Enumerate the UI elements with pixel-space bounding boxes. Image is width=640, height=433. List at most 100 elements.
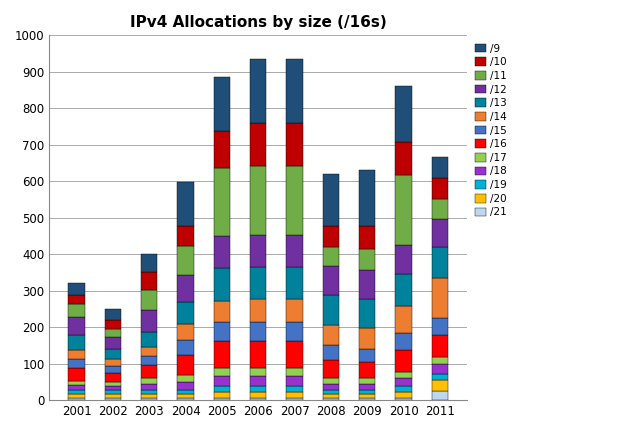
Bar	[68, 368, 85, 381]
Bar	[396, 392, 412, 398]
Bar	[396, 274, 412, 306]
Bar	[214, 341, 230, 368]
Bar	[105, 320, 121, 330]
Bar	[141, 365, 157, 378]
Bar	[323, 295, 339, 325]
Bar	[396, 350, 412, 372]
Bar	[214, 268, 230, 301]
Bar	[177, 398, 194, 400]
Bar	[432, 246, 448, 278]
Bar	[105, 394, 121, 398]
Bar	[68, 350, 85, 359]
Bar	[177, 246, 194, 275]
Bar	[359, 299, 376, 328]
Bar	[396, 386, 412, 392]
Bar	[214, 398, 230, 400]
Bar	[359, 362, 376, 378]
Bar	[432, 178, 448, 199]
Bar	[141, 356, 157, 365]
Bar	[141, 347, 157, 356]
Bar	[396, 175, 412, 245]
Bar	[68, 390, 85, 394]
Bar	[396, 245, 412, 274]
Bar	[141, 310, 157, 332]
Bar	[141, 384, 157, 390]
Bar	[359, 398, 376, 400]
Legend: /9, /10, /11, /12, /13, /14, /15, /16, /17, /18, /19, /20, /21: /9, /10, /11, /12, /13, /14, /15, /16, /…	[472, 41, 510, 220]
Bar	[432, 357, 448, 365]
Bar	[286, 376, 303, 386]
Bar	[214, 392, 230, 398]
Bar	[323, 247, 339, 266]
Bar	[177, 381, 194, 390]
Bar	[105, 337, 121, 349]
Bar	[141, 394, 157, 398]
Bar	[323, 378, 339, 384]
Bar	[214, 323, 230, 341]
Bar	[432, 365, 448, 374]
Bar	[359, 390, 376, 394]
Bar	[323, 174, 339, 226]
Bar	[68, 317, 85, 335]
Bar	[68, 295, 85, 304]
Bar	[286, 398, 303, 400]
Bar	[359, 349, 376, 362]
Bar	[214, 376, 230, 386]
Bar	[323, 325, 339, 345]
Bar	[432, 318, 448, 335]
Bar	[250, 59, 266, 123]
Bar	[432, 374, 448, 380]
Bar	[323, 394, 339, 398]
Bar	[250, 398, 266, 400]
Bar	[250, 166, 266, 235]
Bar	[68, 381, 85, 385]
Bar	[214, 131, 230, 168]
Bar	[214, 368, 230, 376]
Bar	[359, 269, 376, 299]
Bar	[105, 330, 121, 337]
Bar	[105, 366, 121, 373]
Bar	[68, 304, 85, 317]
Bar	[105, 386, 121, 390]
Bar	[214, 386, 230, 392]
Bar	[286, 235, 303, 267]
Bar	[359, 249, 376, 269]
Bar	[432, 380, 448, 391]
Title: IPv4 Allocations by size (/16s): IPv4 Allocations by size (/16s)	[130, 15, 387, 30]
Bar	[141, 290, 157, 310]
Bar	[250, 123, 266, 166]
Bar	[359, 328, 376, 349]
Bar	[286, 341, 303, 368]
Bar	[250, 368, 266, 376]
Bar	[68, 394, 85, 398]
Bar	[396, 333, 412, 350]
Bar	[432, 335, 448, 357]
Bar	[105, 359, 121, 366]
Bar	[286, 392, 303, 398]
Bar	[68, 398, 85, 400]
Bar	[68, 335, 85, 350]
Bar	[359, 394, 376, 398]
Bar	[68, 359, 85, 368]
Bar	[323, 390, 339, 394]
Bar	[359, 226, 376, 249]
Bar	[141, 272, 157, 290]
Bar	[286, 323, 303, 341]
Bar	[105, 382, 121, 386]
Bar	[323, 226, 339, 247]
Bar	[323, 345, 339, 360]
Bar	[177, 355, 194, 375]
Bar	[105, 390, 121, 394]
Bar	[396, 87, 412, 142]
Bar	[432, 157, 448, 178]
Bar	[214, 168, 230, 236]
Bar	[141, 332, 157, 347]
Bar	[105, 309, 121, 320]
Bar	[177, 394, 194, 398]
Bar	[432, 219, 448, 246]
Bar	[177, 375, 194, 381]
Bar	[286, 59, 303, 123]
Bar	[359, 378, 376, 384]
Bar	[250, 341, 266, 368]
Bar	[177, 324, 194, 339]
